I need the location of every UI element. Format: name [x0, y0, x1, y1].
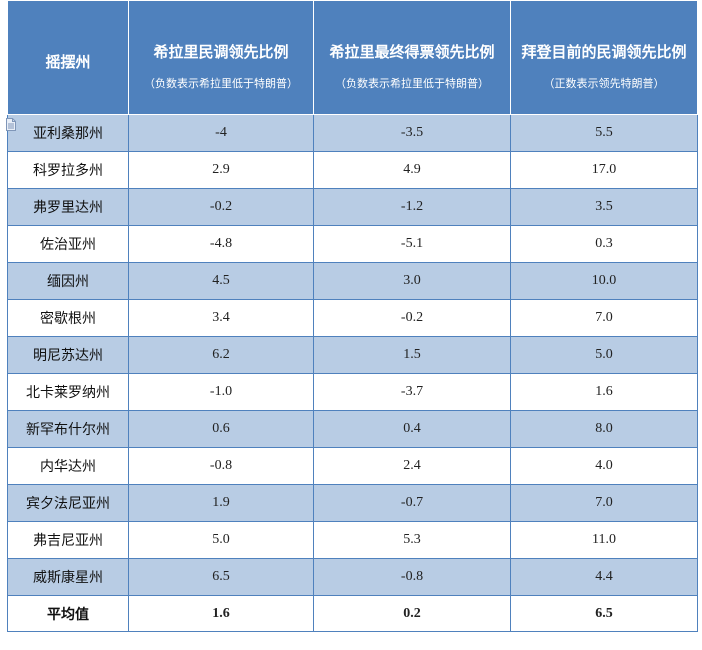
- header-state: 摇摆州: [7, 0, 129, 115]
- table-row: 弗吉尼亚州 5.0 5.3 11.0: [7, 521, 698, 559]
- table-row: 密歇根州 3.4 -0.2 7.0: [7, 299, 698, 337]
- col2-cell: -3.7: [313, 373, 511, 411]
- header-col1-note: （负数表示希拉里低于特朗普）: [144, 77, 298, 90]
- table-row: 亚利桑那州 -4 -3.5 5.5: [7, 114, 698, 152]
- col2-cell: 1.5: [313, 336, 511, 374]
- table-row: 北卡莱罗纳州 -1.0 -3.7 1.6: [7, 373, 698, 411]
- col1-cell: -0.2: [128, 188, 314, 226]
- col1-cell: 4.5: [128, 262, 314, 300]
- col1-cell: 2.9: [128, 151, 314, 189]
- header-col1-title: 希拉里民调领先比例: [153, 43, 289, 61]
- col3-cell: 11.0: [510, 521, 698, 559]
- table-row: 佐治亚州 -4.8 -5.1 0.3: [7, 225, 698, 263]
- col1-cell: -4: [128, 114, 314, 152]
- state-cell: 内华达州: [7, 447, 129, 485]
- header-col3: 拜登目前的民调领先比例 （正数表示领先特朗普）: [510, 0, 698, 115]
- average-col2: 0.2: [313, 595, 511, 632]
- state-cell: 科罗拉多州: [7, 151, 129, 189]
- table-row: 缅因州 4.5 3.0 10.0: [7, 262, 698, 300]
- col3-cell: 0.3: [510, 225, 698, 263]
- header-col1: 希拉里民调领先比例 （负数表示希拉里低于特朗普）: [128, 0, 314, 115]
- state-cell: 佐治亚州: [7, 225, 129, 263]
- col3-cell: 7.0: [510, 484, 698, 522]
- col1-cell: 5.0: [128, 521, 314, 559]
- col2-cell: 4.9: [313, 151, 511, 189]
- average-row: 平均值 1.6 0.2 6.5: [7, 595, 698, 632]
- state-cell: 北卡莱罗纳州: [7, 373, 129, 411]
- col1-cell: -0.8: [128, 447, 314, 485]
- state-cell: 缅因州: [7, 262, 129, 300]
- col2-cell: -0.2: [313, 299, 511, 337]
- average-col1: 1.6: [128, 595, 314, 632]
- col2-cell: -3.5: [313, 114, 511, 152]
- col2-cell: -5.1: [313, 225, 511, 263]
- state-cell: 明尼苏达州: [7, 336, 129, 374]
- col1-cell: -4.8: [128, 225, 314, 263]
- col3-cell: 4.0: [510, 447, 698, 485]
- col3-cell: 8.0: [510, 410, 698, 448]
- swing-state-poll-table: 摇摆州 希拉里民调领先比例 （负数表示希拉里低于特朗普） 希拉里最终得票领先比例…: [7, 0, 698, 632]
- state-cell: 弗吉尼亚州: [7, 521, 129, 559]
- header-col2: 希拉里最终得票领先比例 （负数表示希拉里低于特朗普）: [313, 0, 511, 115]
- col1-cell: 3.4: [128, 299, 314, 337]
- header-col2-title: 希拉里最终得票领先比例: [329, 43, 495, 61]
- col3-cell: 17.0: [510, 151, 698, 189]
- col2-cell: 0.4: [313, 410, 511, 448]
- col2-cell: -0.8: [313, 558, 511, 596]
- table-row: 新罕布什尔州 0.6 0.4 8.0: [7, 410, 698, 448]
- col1-cell: 6.2: [128, 336, 314, 374]
- state-cell: 亚利桑那州: [7, 114, 129, 152]
- col3-cell: 3.5: [510, 188, 698, 226]
- document-icon: [6, 118, 16, 131]
- table-header-row: 摇摆州 希拉里民调领先比例 （负数表示希拉里低于特朗普） 希拉里最终得票领先比例…: [7, 0, 698, 115]
- col1-cell: 6.5: [128, 558, 314, 596]
- state-cell: 宾夕法尼亚州: [7, 484, 129, 522]
- col2-cell: 5.3: [313, 521, 511, 559]
- col3-cell: 5.5: [510, 114, 698, 152]
- header-state-label: 摇摆州: [45, 53, 91, 71]
- col3-cell: 1.6: [510, 373, 698, 411]
- table-row: 内华达州 -0.8 2.4 4.0: [7, 447, 698, 485]
- table-row: 科罗拉多州 2.9 4.9 17.0: [7, 151, 698, 189]
- header-col2-note: （负数表示希拉里低于特朗普）: [335, 77, 489, 90]
- state-cell: 新罕布什尔州: [7, 410, 129, 448]
- col2-cell: -0.7: [313, 484, 511, 522]
- col1-cell: 1.9: [128, 484, 314, 522]
- average-col3: 6.5: [510, 595, 698, 632]
- col1-cell: 0.6: [128, 410, 314, 448]
- header-col3-title: 拜登目前的民调领先比例: [521, 43, 687, 61]
- table-row: 威斯康星州 6.5 -0.8 4.4: [7, 558, 698, 596]
- col2-cell: 3.0: [313, 262, 511, 300]
- table-row: 明尼苏达州 6.2 1.5 5.0: [7, 336, 698, 374]
- col2-cell: -1.2: [313, 188, 511, 226]
- state-cell: 密歇根州: [7, 299, 129, 337]
- col3-cell: 4.4: [510, 558, 698, 596]
- col2-cell: 2.4: [313, 447, 511, 485]
- col3-cell: 7.0: [510, 299, 698, 337]
- average-label: 平均值: [7, 595, 129, 632]
- col3-cell: 10.0: [510, 262, 698, 300]
- table-row: 宾夕法尼亚州 1.9 -0.7 7.0: [7, 484, 698, 522]
- table-row: 弗罗里达州 -0.2 -1.2 3.5: [7, 188, 698, 226]
- col3-cell: 5.0: [510, 336, 698, 374]
- swing-state-table-frame: 摇摆州 希拉里民调领先比例 （负数表示希拉里低于特朗普） 希拉里最终得票领先比例…: [7, 0, 698, 641]
- state-cell: 弗罗里达州: [7, 188, 129, 226]
- col1-cell: -1.0: [128, 373, 314, 411]
- header-col3-note: （正数表示领先特朗普）: [543, 77, 665, 90]
- state-cell: 威斯康星州: [7, 558, 129, 596]
